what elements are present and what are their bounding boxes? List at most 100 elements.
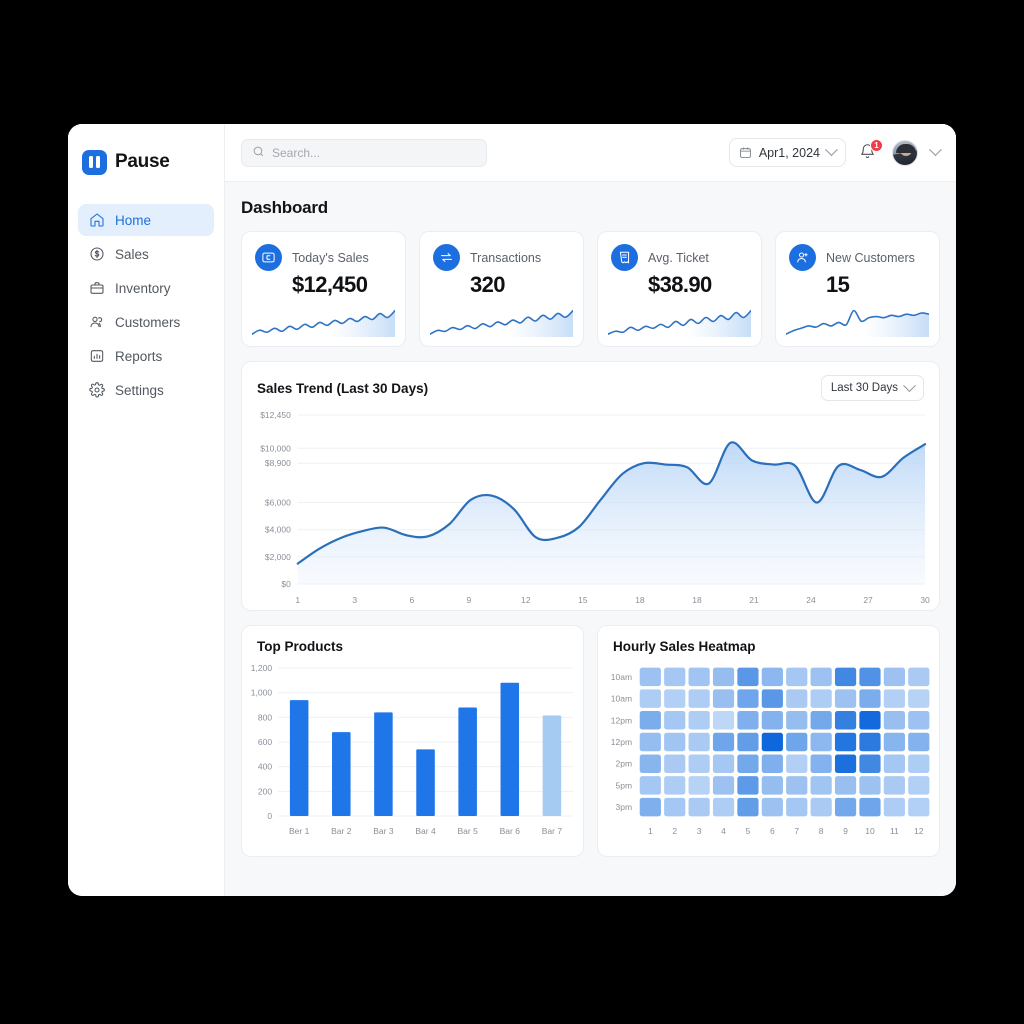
svg-text:10am: 10am <box>611 672 632 682</box>
sidebar-item-customers[interactable]: Customers <box>78 306 214 338</box>
receipt-icon <box>611 244 638 271</box>
kpi-label: Today's Sales <box>292 250 369 265</box>
home-icon <box>88 212 105 229</box>
pause-icon <box>82 149 107 175</box>
kpi-sparkline <box>608 305 751 337</box>
sales-trend-title: Sales Trend (Last 30 Days) <box>257 380 429 396</box>
svg-text:30: 30 <box>920 595 930 605</box>
svg-text:800: 800 <box>258 712 272 722</box>
sidebar-item-home[interactable]: Home <box>78 204 214 236</box>
brand-name: Pause <box>115 151 170 172</box>
svg-text:Bar 4: Bar 4 <box>415 826 436 836</box>
svg-text:Bar 7: Bar 7 <box>542 826 563 836</box>
dashboard-content: Dashboard Today's Sales $12,450 Transacti… <box>225 182 956 896</box>
briefcase-icon <box>88 280 105 297</box>
sidebar-item-label: Home <box>115 212 152 228</box>
bottom-row: Top Products 1,200 1,000 800 600 400 200 0 Ber … <box>241 625 940 857</box>
svg-text:10: 10 <box>865 826 875 836</box>
svg-text:2: 2 <box>672 826 677 836</box>
svg-text:400: 400 <box>258 762 272 772</box>
svg-text:1,000: 1,000 <box>251 688 273 698</box>
svg-text:12: 12 <box>521 595 531 605</box>
svg-text:6: 6 <box>770 826 775 836</box>
sidebar-item-inventory[interactable]: Inventory <box>78 272 214 304</box>
search-input[interactable]: Search... <box>241 138 487 167</box>
svg-text:12pm: 12pm <box>611 715 632 725</box>
search-placeholder: Search... <box>272 145 321 160</box>
svg-text:1: 1 <box>648 826 653 836</box>
kpi-value: $38.90 <box>648 272 712 297</box>
sidebar-item-settings[interactable]: Settings <box>78 374 214 406</box>
svg-text:12: 12 <box>914 826 924 836</box>
svg-text:1: 1 <box>295 595 300 605</box>
brand-logo[interactable]: Pause <box>78 138 214 182</box>
heatmap-panel: Hourly Sales Heatmap 10am 10am 12pm 12pm 2pm… <box>597 625 940 857</box>
range-select[interactable]: Last 30 Days <box>820 375 924 401</box>
svg-text:12pm: 12pm <box>611 737 632 747</box>
svg-text:$6,000: $6,000 <box>265 498 291 508</box>
svg-text:7: 7 <box>794 826 799 836</box>
kpi-sparkline <box>252 305 395 337</box>
gear-icon <box>88 382 105 399</box>
user-plus-icon <box>789 244 816 271</box>
svg-text:21: 21 <box>749 595 759 605</box>
sidebar-item-sales[interactable]: Sales <box>78 238 214 270</box>
avatar[interactable] <box>892 139 918 166</box>
page-title: Dashboard <box>241 198 328 217</box>
svg-text:3: 3 <box>352 595 357 605</box>
svg-text:27: 27 <box>863 595 873 605</box>
transfer-arrows-icon <box>433 244 460 271</box>
kpi-card: New Customers 15 <box>775 231 940 347</box>
svg-text:Bar 2: Bar 2 <box>331 826 352 836</box>
kpi-card: Avg. Ticket $38.90 <box>597 231 762 347</box>
kpi-label: Avg. Ticket <box>648 250 709 265</box>
bar-chart-icon <box>88 348 105 365</box>
notifications-button[interactable]: 1 <box>859 138 883 163</box>
sidebar-item-label: Reports <box>115 348 163 364</box>
main-area: Search... Apr1, 2024 1 <box>225 124 956 896</box>
sidebar-item-reports[interactable]: Reports <box>78 340 214 372</box>
svg-text:$4,000: $4,000 <box>265 525 291 535</box>
svg-text:9: 9 <box>466 595 471 605</box>
topbar: Search... Apr1, 2024 1 <box>225 124 956 182</box>
sidebar-nav: Home Sales Inventory Customers <box>78 204 214 406</box>
heatmap-title: Hourly Sales Heatmap <box>613 639 756 654</box>
kpi-header: Transactions <box>433 244 570 271</box>
svg-text:6: 6 <box>409 595 414 605</box>
svg-text:Bar 3: Bar 3 <box>373 826 394 836</box>
date-picker[interactable]: Apr1, 2024 <box>728 138 846 167</box>
sidebar-item-label: Customers <box>115 314 181 330</box>
top-products-title: Top Products <box>257 639 343 654</box>
users-icon <box>88 314 105 331</box>
svg-text:18: 18 <box>635 595 645 605</box>
chevron-down-icon[interactable] <box>929 143 942 157</box>
kpi-label: Transactions <box>470 250 542 265</box>
app-window: Pause Home Sales Inventory <box>68 124 956 896</box>
svg-text:11: 11 <box>890 826 899 836</box>
svg-text:Ber 1: Ber 1 <box>289 826 310 836</box>
top-products-panel: Top Products 1,200 1,000 800 600 400 200 0 Ber … <box>241 625 584 857</box>
svg-text:$8,900: $8,900 <box>265 458 291 468</box>
kpi-value: $12,450 <box>292 272 368 297</box>
dollar-circle-icon <box>88 246 105 263</box>
svg-text:$0: $0 <box>281 579 291 589</box>
svg-text:9: 9 <box>843 826 848 836</box>
sales-trend-chart: $12,450 $10,000 $8,900 $6,000 $4,000 $2,000 $0… <box>260 410 930 605</box>
sidebar-item-label: Settings <box>115 382 164 398</box>
notification-badge: 1 <box>870 138 883 152</box>
svg-text:5: 5 <box>746 826 751 836</box>
money-card-icon <box>255 244 282 271</box>
chevron-down-icon <box>825 143 838 157</box>
sales-trend-header: Sales Trend (Last 30 Days) Last 30 Days <box>242 362 939 407</box>
svg-text:3: 3 <box>697 826 702 836</box>
sidebar-item-label: Inventory <box>115 280 171 296</box>
chevron-down-icon <box>903 378 916 392</box>
svg-text:1,200: 1,200 <box>251 663 273 673</box>
kpi-sparkline <box>430 305 573 337</box>
svg-text:$12,450: $12,450 <box>260 410 291 420</box>
kpi-value: 320 <box>470 272 506 297</box>
kpi-header: Avg. Ticket <box>611 244 748 271</box>
sidebar: Pause Home Sales Inventory <box>68 124 225 896</box>
heatmap-header: Hourly Sales Heatmap <box>598 626 939 660</box>
